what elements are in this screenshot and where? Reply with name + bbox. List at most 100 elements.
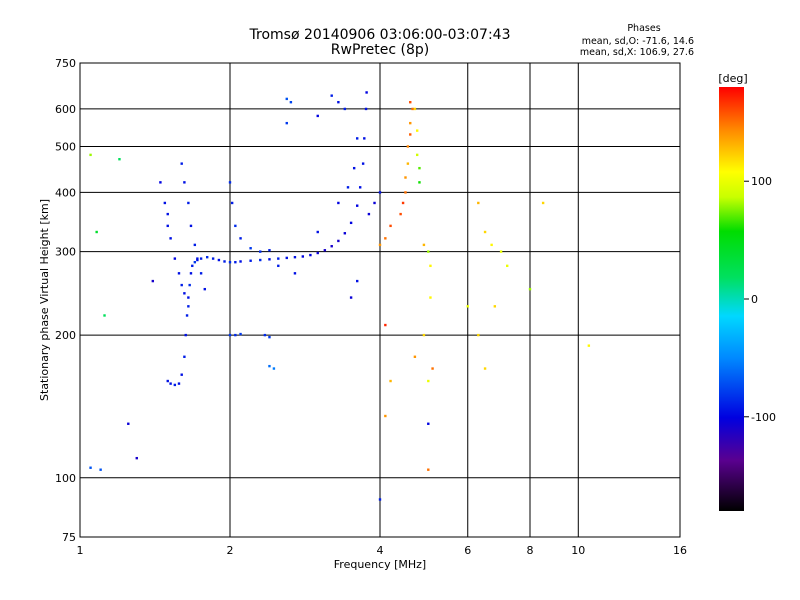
- data-point: [409, 133, 412, 136]
- data-point: [384, 323, 387, 327]
- data-point: [99, 468, 102, 471]
- data-point: [367, 212, 371, 216]
- data-point: [118, 158, 121, 161]
- data-point: [259, 250, 262, 253]
- data-point: [505, 264, 509, 268]
- data-point: [346, 186, 350, 189]
- data-point: [193, 260, 197, 264]
- y-tick-label: 100: [55, 472, 76, 485]
- x-tick-label: 2: [227, 544, 234, 557]
- data-point: [127, 422, 130, 425]
- data-point: [384, 414, 387, 418]
- grid-lines: [80, 63, 680, 537]
- data-point: [169, 237, 172, 240]
- data-point: [234, 224, 237, 228]
- data-point: [355, 279, 359, 283]
- data-point: [166, 379, 169, 383]
- data-point: [490, 243, 493, 247]
- data-point: [378, 243, 382, 247]
- data-point: [185, 314, 189, 317]
- data-point: [151, 279, 155, 283]
- data-point: [429, 264, 432, 268]
- data-point: [406, 145, 410, 148]
- data-point: [135, 456, 138, 460]
- y-tick-label: 75: [62, 531, 76, 544]
- data-point: [177, 382, 181, 385]
- data-point: [477, 333, 480, 337]
- data-point: [316, 114, 319, 118]
- data-point: [183, 355, 186, 358]
- data-point: [263, 333, 267, 337]
- x-tick-label: 4: [377, 544, 384, 557]
- phases-o-stats: mean, sd,O: -71.6, 14.6: [582, 36, 694, 47]
- data-point: [166, 212, 169, 216]
- y-tick-label: 750: [55, 57, 76, 70]
- data-point: [95, 230, 98, 234]
- data-point: [180, 162, 183, 165]
- data-point: [289, 100, 293, 104]
- data-point: [183, 292, 186, 295]
- data-point: [169, 382, 172, 385]
- y-tick-label: 500: [55, 140, 76, 153]
- data-point: [217, 258, 221, 262]
- data-point: [285, 121, 288, 125]
- x-axis-ticks: 1 2 4 6 8 10 16: [77, 544, 688, 557]
- data-point: [358, 186, 362, 189]
- data-point: [389, 224, 392, 228]
- data-point: [239, 260, 242, 263]
- data-point: [499, 250, 503, 253]
- data-point: [268, 335, 271, 339]
- data-point: [404, 176, 407, 179]
- data-point: [228, 181, 232, 184]
- data-point: [189, 224, 193, 228]
- data-point: [389, 379, 392, 383]
- data-point: [427, 468, 430, 471]
- data-point: [249, 247, 252, 250]
- data-point: [528, 287, 532, 291]
- data-point: [234, 260, 237, 264]
- data-point: [365, 91, 368, 94]
- y-tick-label: 400: [55, 186, 76, 199]
- data-point: [89, 153, 92, 157]
- data-point: [285, 256, 288, 260]
- data-point: [259, 258, 262, 262]
- y-axis-label: Stationary phase Virtual Height [km]: [38, 199, 51, 401]
- data-point: [187, 296, 190, 299]
- data-points: [89, 91, 591, 501]
- x-tick-label: 6: [464, 544, 471, 557]
- data-point: [191, 264, 194, 268]
- data-point: [427, 250, 430, 253]
- plot-frame: [79, 62, 681, 538]
- data-point: [411, 107, 414, 111]
- data-point: [89, 466, 92, 469]
- data-point: [493, 305, 497, 308]
- data-point: [415, 129, 419, 132]
- phases-header: Phases: [627, 23, 660, 34]
- data-point: [268, 249, 271, 252]
- data-point: [173, 383, 177, 387]
- data-point: [330, 245, 333, 248]
- data-point: [228, 333, 232, 337]
- data-point: [230, 201, 234, 205]
- data-point: [409, 100, 412, 104]
- data-point: [203, 287, 206, 291]
- data-point: [541, 201, 545, 205]
- data-point: [223, 260, 226, 263]
- data-point: [166, 224, 169, 228]
- data-point: [268, 258, 271, 261]
- colorbar-label: [deg]: [718, 72, 747, 85]
- data-point: [277, 264, 280, 268]
- data-point: [477, 201, 480, 205]
- data-point: [373, 201, 376, 205]
- data-point: [316, 230, 319, 234]
- data-point: [188, 283, 191, 287]
- data-point: [180, 283, 183, 287]
- data-point: [293, 272, 297, 275]
- data-point: [343, 232, 347, 235]
- x-tick-label: 10: [571, 544, 585, 557]
- data-point: [285, 97, 288, 101]
- data-point: [249, 259, 252, 262]
- data-point: [193, 243, 197, 247]
- data-point: [378, 498, 382, 501]
- data-point: [239, 237, 242, 240]
